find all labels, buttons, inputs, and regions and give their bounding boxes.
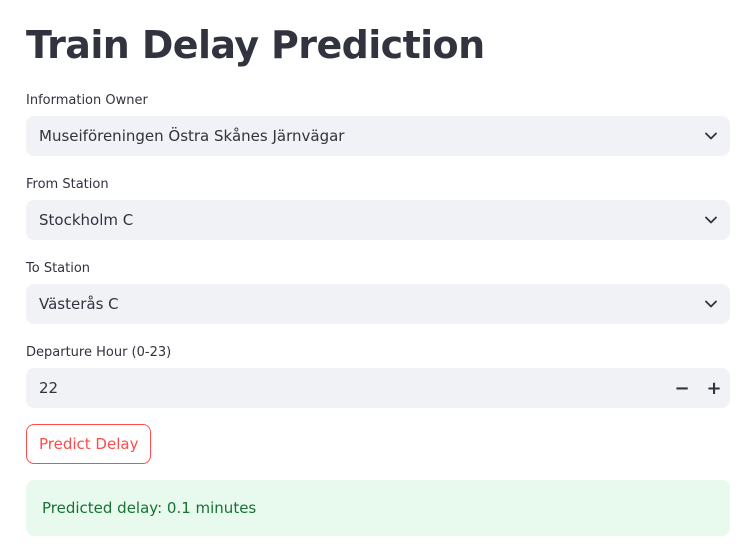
- information-owner-value: Museiföreningen Östra Skånes Järnvägar: [39, 127, 345, 145]
- departure-hour-input[interactable]: 22: [39, 379, 59, 397]
- decrement-button[interactable]: −: [674, 377, 690, 399]
- from-station-select[interactable]: Stockholm C: [26, 200, 730, 240]
- chevron-down-icon: [704, 297, 718, 311]
- departure-hour-stepper: 22 − +: [26, 368, 730, 408]
- chevron-down-icon: [704, 129, 718, 143]
- predict-delay-button[interactable]: Predict Delay: [26, 424, 152, 464]
- page-title: Train Delay Prediction: [26, 23, 485, 67]
- from-station-label: From Station: [26, 177, 109, 192]
- increment-button[interactable]: +: [706, 377, 722, 399]
- to-station-value: Västerås C: [39, 295, 119, 313]
- prediction-result-alert: Predicted delay: 0.1 minutes: [26, 480, 730, 536]
- prediction-result-text: Predicted delay: 0.1 minutes: [42, 499, 257, 517]
- information-owner-label: Information Owner: [26, 93, 148, 108]
- to-station-label: To Station: [26, 261, 91, 276]
- departure-hour-label: Departure Hour (0-23): [26, 345, 172, 360]
- to-station-select[interactable]: Västerås C: [26, 284, 730, 324]
- chevron-down-icon: [704, 213, 718, 227]
- predict-delay-label: Predict Delay: [39, 435, 139, 453]
- information-owner-select[interactable]: Museiföreningen Östra Skånes Järnvägar: [26, 116, 730, 156]
- from-station-value: Stockholm C: [39, 211, 134, 229]
